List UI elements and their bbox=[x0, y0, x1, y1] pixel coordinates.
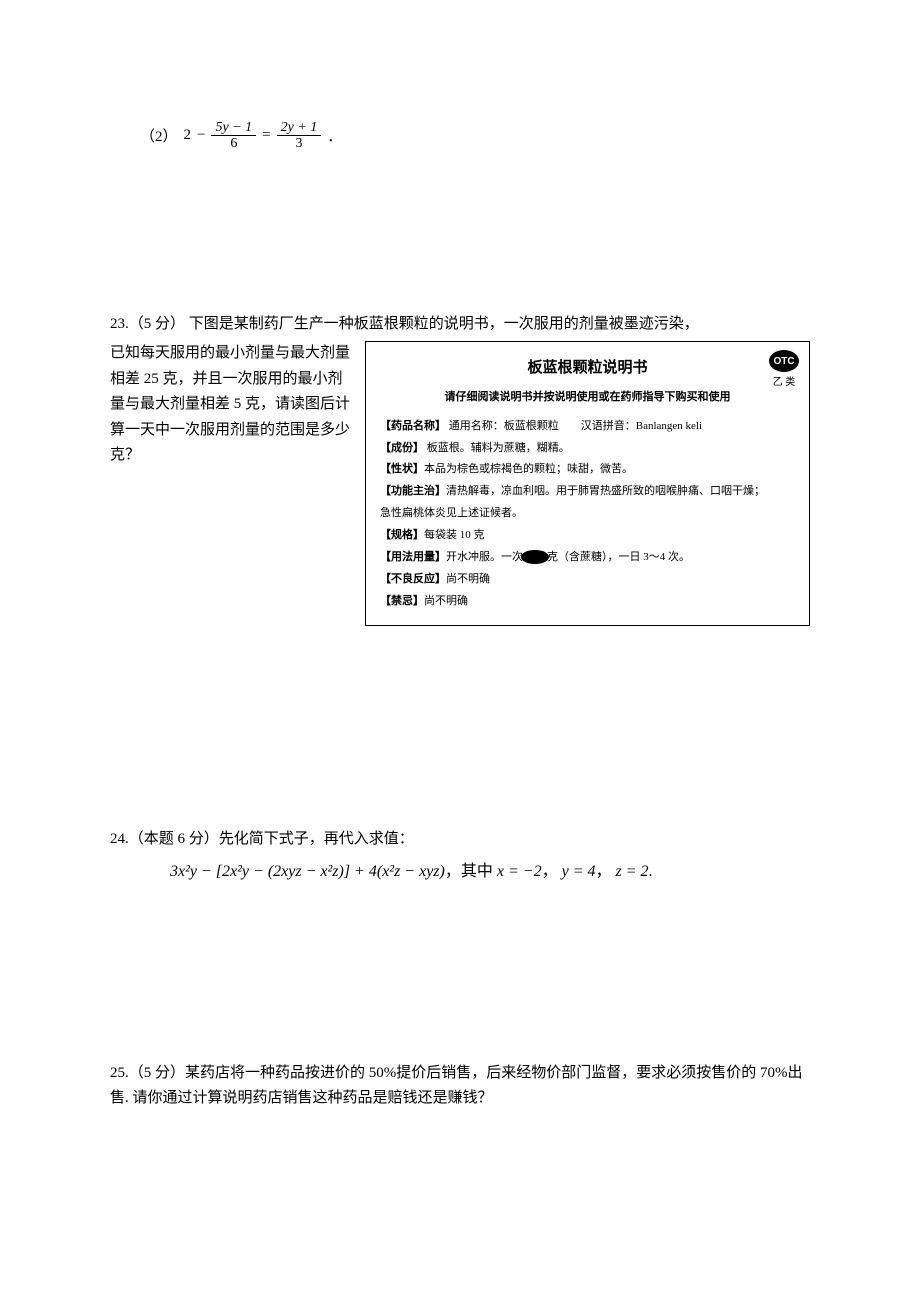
ingredient-text: 板蓝根。辅料为蔗糖，糊精。 bbox=[424, 442, 570, 454]
frac1-num: 5y − 1 bbox=[211, 120, 256, 136]
box-usage-line: 【用法用量】开水冲服。一次 克（含蔗糖），一日 3～4 次。 bbox=[380, 547, 795, 568]
frac1-den: 6 bbox=[226, 136, 241, 151]
box-adverse-line: 【不良反应】尚不明确 bbox=[380, 569, 795, 590]
question-22-2: （2） 2 − 5y − 1 6 = 2y + 1 3 ． bbox=[110, 120, 810, 152]
otc-class-label: 乙 类 bbox=[769, 373, 799, 392]
otc-badge: OTC 乙 类 bbox=[769, 350, 799, 392]
question-24: 24.（本题 6 分）先化简下式子，再代入求值： 3x²y − [2x²y − … bbox=[110, 826, 810, 881]
q24-period: . bbox=[649, 863, 653, 880]
adverse-label: 【不良反应】 bbox=[380, 573, 446, 585]
contra-label: 【禁忌】 bbox=[380, 595, 424, 607]
contra-text: 尚不明确 bbox=[424, 595, 468, 607]
q24-z: z = 2 bbox=[616, 863, 649, 880]
q22-minus: − bbox=[197, 127, 205, 144]
q24-c2: ， bbox=[596, 863, 612, 880]
q22-const: 2 bbox=[184, 127, 192, 144]
usage-label: 【用法用量】 bbox=[380, 551, 446, 563]
function-text: 清热解毒，凉血利咽。用于肺胃热盛所致的咽喉肿痛、口咽干燥； bbox=[446, 485, 765, 497]
name-label: 【药品名称】 bbox=[380, 420, 446, 432]
q22-end: ． bbox=[327, 125, 342, 146]
question-25: 25.（5 分）某药店将一种药品按进价的 50%提价后销售，后来经物价部门监督，… bbox=[110, 1061, 810, 1112]
q24-main-expr: 3x²y − [2x²y − (2xyz − x²z)] + 4(x²z − x… bbox=[170, 863, 445, 880]
trait-text: 本品为棕色或棕褐色的颗粒；味甜，微苦。 bbox=[424, 463, 633, 475]
usage-text-b: 克（含蔗糖），一日 3～4 次。 bbox=[547, 551, 690, 563]
ink-blot-icon bbox=[521, 550, 549, 564]
box-spec-line: 【规格】每袋装 10 克 bbox=[380, 525, 795, 546]
q22-eq: = bbox=[262, 127, 270, 144]
fraction-2: 2y + 1 3 bbox=[277, 120, 322, 152]
spec-text: 每袋装 10 克 bbox=[424, 529, 485, 541]
q24-formula: 3x²y − [2x²y − (2xyz − x²z)] + 4(x²z − x… bbox=[110, 857, 810, 881]
instruction-box: OTC 乙 类 板蓝根颗粒说明书 请仔细阅读说明书并按说明使用或在药师指导下购买… bbox=[365, 341, 810, 625]
otc-icon: OTC bbox=[769, 350, 799, 372]
usage-text-a: 开水冲服。一次 bbox=[446, 551, 523, 563]
box-title: 板蓝根颗粒说明书 bbox=[380, 354, 795, 383]
box-contra-line: 【禁忌】尚不明确 bbox=[380, 591, 795, 612]
trait-label: 【性状】 bbox=[380, 463, 424, 475]
question-23: 23.（5 分） 下图是某制药厂生产一种板蓝根颗粒的说明书，一次服用的剂量被墨迹… bbox=[110, 312, 810, 626]
formula-22-2: （2） 2 − 5y − 1 6 = 2y + 1 3 ． bbox=[140, 120, 810, 152]
ingredient-label: 【成份】 bbox=[380, 442, 424, 454]
function-label: 【功能主治】 bbox=[380, 485, 446, 497]
q23-firstline: 23.（5 分） 下图是某制药厂生产一种板蓝根颗粒的说明书，一次服用的剂量被墨迹… bbox=[110, 312, 810, 338]
q24-c1: ， bbox=[542, 863, 558, 880]
q24-where: ，其中 bbox=[445, 863, 493, 880]
q25-text: 25.（5 分）某药店将一种药品按进价的 50%提价后销售，后来经物价部门监督，… bbox=[110, 1061, 810, 1112]
box-subtitle: 请仔细阅读说明书并按说明使用或在药师指导下购买和使用 bbox=[380, 387, 795, 408]
frac2-num: 2y + 1 bbox=[277, 120, 322, 136]
q24-text: 24.（本题 6 分）先化简下式子，再代入求值： bbox=[110, 826, 810, 853]
name-text: 通用名称：板蓝根颗粒 汉语拼音：Banlangen keli bbox=[446, 420, 702, 432]
q24-y: y = 4 bbox=[562, 863, 596, 880]
q23-layout: 已知每天服用的最小剂量与最大剂量相差 25 克，并且一次服用的最小剂量与最大剂量… bbox=[110, 341, 810, 625]
box-trait-line: 【性状】本品为棕色或棕褐色的颗粒；味甜，微苦。 bbox=[380, 459, 795, 480]
spec-label: 【规格】 bbox=[380, 529, 424, 541]
fraction-1: 5y − 1 6 bbox=[211, 120, 256, 152]
q24-x: x = −2 bbox=[497, 863, 542, 880]
box-function-line: 【功能主治】清热解毒，凉血利咽。用于肺胃热盛所致的咽喉肿痛、口咽干燥； bbox=[380, 481, 795, 502]
box-function-line2: 急性扁桃体炎见上述证候者。 bbox=[380, 503, 795, 524]
adverse-text: 尚不明确 bbox=[446, 573, 490, 585]
box-ingredient-line: 【成份】 板蓝根。辅料为蔗糖，糊精。 bbox=[380, 438, 795, 459]
q23-left-text: 已知每天服用的最小剂量与最大剂量相差 25 克，并且一次服用的最小剂量与最大剂量… bbox=[110, 341, 350, 469]
box-name-line: 【药品名称】 通用名称：板蓝根颗粒 汉语拼音：Banlangen keli bbox=[380, 416, 795, 437]
q22-label: （2） bbox=[140, 125, 178, 146]
frac2-den: 3 bbox=[291, 136, 306, 151]
